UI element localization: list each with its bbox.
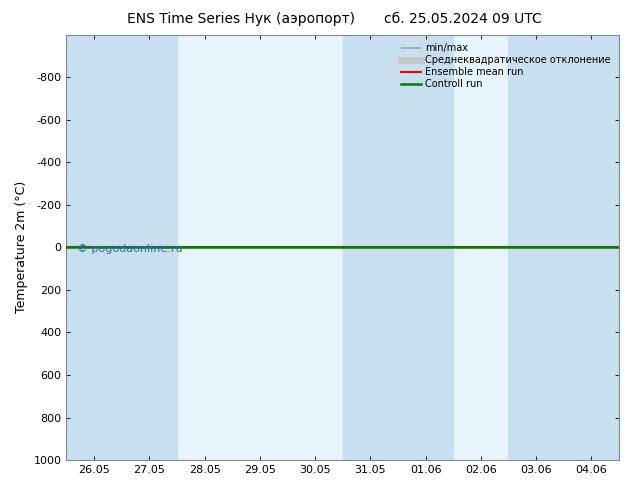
Y-axis label: Temperature 2m (°C): Temperature 2m (°C) — [15, 181, 28, 314]
Text: © pogodaonline.ru: © pogodaonline.ru — [77, 245, 183, 254]
Text: ENS Time Series Нук (аэропорт): ENS Time Series Нук (аэропорт) — [127, 12, 355, 26]
Bar — [67, 35, 177, 460]
Text: сб. 25.05.2024 09 UTC: сб. 25.05.2024 09 UTC — [384, 12, 541, 26]
Bar — [508, 35, 619, 460]
Bar — [343, 35, 453, 460]
Legend: min/max, Среднеквадратическое отклонение, Ensemble mean run, Controll run: min/max, Среднеквадратическое отклонение… — [398, 40, 614, 93]
